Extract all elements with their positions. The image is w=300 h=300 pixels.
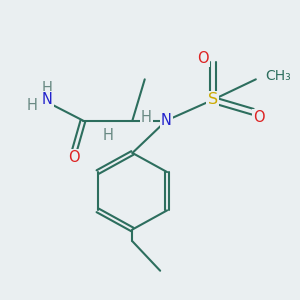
Text: H: H (141, 110, 152, 125)
Text: O: O (198, 51, 209, 66)
Text: O: O (253, 110, 265, 125)
Text: N: N (161, 113, 172, 128)
Text: O: O (68, 150, 80, 165)
Text: CH₃: CH₃ (265, 69, 291, 83)
Text: S: S (208, 92, 218, 107)
Text: H: H (102, 128, 113, 143)
Text: N: N (42, 92, 53, 107)
Text: H: H (42, 81, 53, 96)
Text: H: H (27, 98, 38, 113)
